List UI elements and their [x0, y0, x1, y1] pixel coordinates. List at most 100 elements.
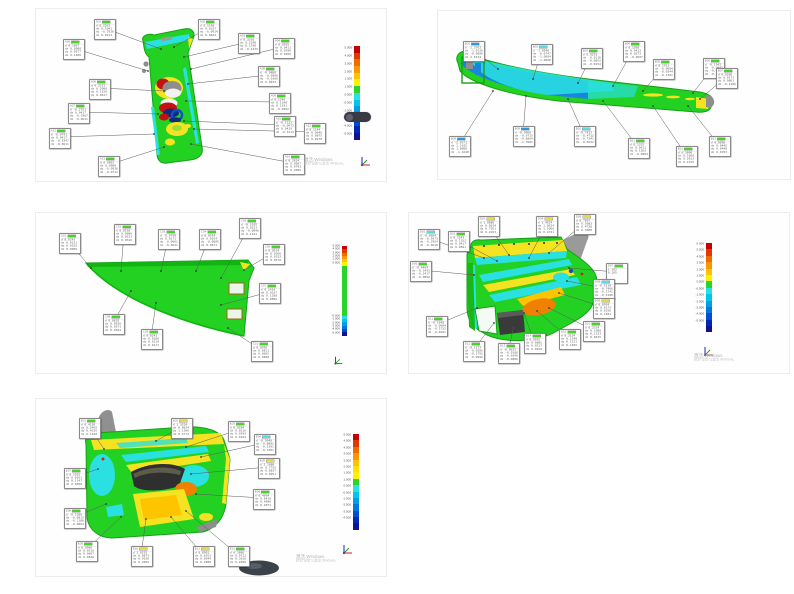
colorbar-tick-label: 1.500 [344, 77, 352, 81]
colorbar-tick-label: -4.000 [343, 124, 352, 128]
colorbar-segment [706, 326, 712, 333]
colorbar-tick-label: -4.500 [342, 516, 351, 520]
colorbar-tick-label: -3.500 [342, 510, 351, 514]
colorbar-tick-label: -1.000 [695, 293, 704, 297]
coordinate-triad-icon [703, 347, 713, 357]
colorbar-tick-label: -5.000 [695, 319, 704, 323]
overlay-bubble-dot [345, 113, 353, 121]
colorbar-tick-label: 5.000 [344, 46, 352, 50]
deviation-colorbar: 6.000 5.000 4.000 3.000 2.000 1.000 0.500 -0.50… [695, 243, 712, 333]
colorbar-tick-label: -5.000 [331, 331, 340, 334]
colorbar-segment [353, 491, 359, 498]
colorbar-segment [353, 485, 359, 492]
colorbar-tick-label: 1.000 [332, 257, 340, 261]
rear-door-trim-contour-model [466, 231, 598, 342]
colorbar-segment [353, 465, 359, 473]
colorbar-tick-label: 5.000 [343, 433, 351, 437]
view-sill-trim: B01 d -1.3702 dx -1.0139 dy -0.9886 dz 2.013… [437, 10, 791, 180]
colorbar-segment [342, 325, 347, 329]
colorbar-tick-label: 0.500 [332, 261, 340, 264]
colorbar-tick-label: -1.000 [331, 317, 340, 321]
colorbar-tick-label: -2.500 [342, 503, 351, 507]
colorbar-tick-label: 4.500 [343, 439, 351, 443]
colorbar-tick-label: -3.000 [695, 306, 704, 310]
colorbar-segment [354, 72, 360, 80]
colorbar-tick-label: 0.500 [344, 93, 352, 97]
colorbar-segment [706, 268, 712, 275]
colorbar-segment [353, 434, 359, 441]
view-front-door-trim: E01 d 0.4156 dx 0.2465 dy 0.4235 dz 0.1248 E0… [35, 398, 387, 577]
colorbar-segment [353, 504, 359, 511]
colorbar-segment [353, 440, 359, 447]
colorbar-tick-label: 1.000 [343, 478, 351, 482]
colorbar-tick-label: -2.000 [331, 321, 340, 325]
colorbar-segment [353, 478, 359, 486]
colorbar-tick-label: 4.000 [343, 446, 351, 450]
colorbar-segment [354, 126, 360, 133]
colorbar-segment [706, 313, 712, 320]
colorbar-tick-label: -0.500 [331, 314, 340, 318]
colorbar-tick-label: 1.000 [696, 274, 704, 278]
watermark-line1: 激活 Windows [694, 353, 723, 358]
colorbar-segment [353, 446, 359, 454]
colorbar-tick-label: -0.500 [342, 491, 351, 495]
activate-windows-watermark: 激活 Windows 转到"设置"以激活 Windows。 [304, 157, 386, 174]
coordinate-triad-icon [342, 545, 352, 555]
watermark-line1: 激活 Windows [304, 157, 333, 162]
colorbar-segment [354, 92, 360, 100]
colorbar-tick-label: 2.000 [343, 465, 351, 469]
colorbar-segment [706, 300, 712, 307]
coordinate-triad-icon [360, 157, 370, 167]
watermark-line2: 转到"设置"以激活 Windows。 [304, 162, 347, 166]
colorbar-segment [342, 315, 347, 320]
deviation-colorbar: 5.000 4.000 3.000 2.000 1.500 1.000 0.500 -0.50… [343, 46, 360, 140]
colorbar-segment [354, 132, 360, 140]
colorbar-tick-label: -4.000 [331, 327, 340, 331]
overlay-bubble [344, 112, 371, 122]
colorbar-segment [354, 66, 360, 73]
colorbar-segment [353, 523, 359, 530]
colorbar-segment [706, 274, 712, 282]
colorbar-segment [706, 255, 712, 263]
colorbar-segment [706, 281, 712, 288]
colorbar-tick-label: -5.000 [343, 132, 352, 136]
colorbar-segment [706, 287, 712, 295]
sill-trim-contour-model [456, 50, 715, 113]
watermark-line1: 激活 Windows [296, 554, 325, 559]
colorbar-tick-label: 1.500 [343, 471, 351, 475]
activate-windows-watermark: 激活 Windows 转到"设置"以激活 Windows。 [694, 353, 789, 370]
colorbar-segment [342, 322, 347, 326]
colorbar-tick-label: 5.000 [332, 244, 340, 248]
colorbar-tick-label: 2.000 [344, 70, 352, 73]
front-door-trim-contour-model [85, 410, 279, 576]
colorbar-segment [342, 246, 347, 250]
colorbar-segment [342, 265, 347, 316]
colorbar-segment [342, 332, 347, 336]
quarter-panel-contour-model [84, 259, 255, 337]
pillar-trim-contour-model [142, 28, 203, 164]
view-pillar-trim: A01 d 0.2263 dx 0.1041 dy -0.1920 dz 0.0213 A… [35, 8, 387, 182]
activate-windows-watermark: 激活 Windows 转到"设置"以激活 Windows。 [296, 554, 386, 571]
colorbar-tick-label: 4.000 [344, 54, 352, 58]
colorbar-segment [354, 99, 360, 107]
coordinate-triad-icon [334, 356, 343, 365]
leader-lines [58, 27, 315, 166]
colorbar-segment [706, 243, 712, 250]
colorbar-tick-label: -3.000 [331, 324, 340, 328]
colorbar-tick-label: -0.500 [695, 287, 704, 291]
colorbar-segment [706, 262, 712, 269]
colorbar-segment [353, 459, 359, 466]
colorbar-segment [342, 255, 347, 260]
colorbar-tick-label: 3.500 [343, 452, 351, 456]
colorbar-segment [354, 52, 360, 60]
colorbar-segment [342, 262, 347, 266]
colorbar-tick-label: 3.000 [343, 459, 351, 463]
colorbar-segment [353, 453, 359, 460]
colorbar-tick-label: 3.000 [344, 62, 352, 66]
colorbar-tick-label: 0.500 [343, 484, 351, 488]
colorbar-segment [342, 328, 347, 333]
colorbar-tick-label: 6.000 [696, 242, 704, 246]
colorbar-segment [353, 510, 359, 518]
colorbar-segment [354, 106, 360, 113]
colorbar-tick-label: 5.000 [696, 248, 704, 252]
